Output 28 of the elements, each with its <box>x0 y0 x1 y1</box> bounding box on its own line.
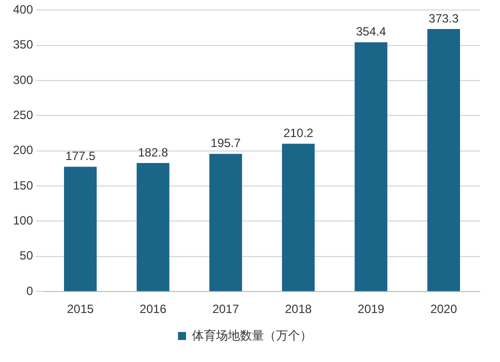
y-tick-label: 100 <box>12 214 34 228</box>
legend-label: 体育场地数量（万个） <box>192 328 312 342</box>
y-tick-label: 400 <box>12 2 34 17</box>
bar <box>427 28 460 292</box>
x-tick-label: 2020 <box>430 302 458 316</box>
x-tick-label: 2017 <box>212 302 240 316</box>
bar <box>136 163 170 292</box>
y-tick-label: 0 <box>26 284 34 298</box>
data-label: 182.8 <box>138 145 168 160</box>
y-tick-label: 350 <box>12 38 34 52</box>
bar <box>209 154 242 292</box>
data-label: 373.3 <box>428 11 460 26</box>
y-tick-label: 250 <box>12 108 34 122</box>
bar <box>282 144 315 292</box>
x-tick-label: 2016 <box>140 302 167 316</box>
data-label: 177.5 <box>65 149 96 164</box>
data-label: 210.2 <box>283 126 314 140</box>
y-tick-label: 50 <box>20 248 34 263</box>
x-tick-label: 2015 <box>67 302 94 316</box>
x-tick-label: 2019 <box>358 302 385 316</box>
bar <box>354 42 388 292</box>
y-tick-label: 150 <box>12 178 34 192</box>
y-tick-label: 300 <box>12 72 34 87</box>
data-label: 354.4 <box>356 24 386 39</box>
bar <box>64 166 97 292</box>
y-tick-label: 200 <box>12 143 34 158</box>
data-label: 195.7 <box>210 136 242 150</box>
x-tick-label: 2018 <box>284 302 312 316</box>
